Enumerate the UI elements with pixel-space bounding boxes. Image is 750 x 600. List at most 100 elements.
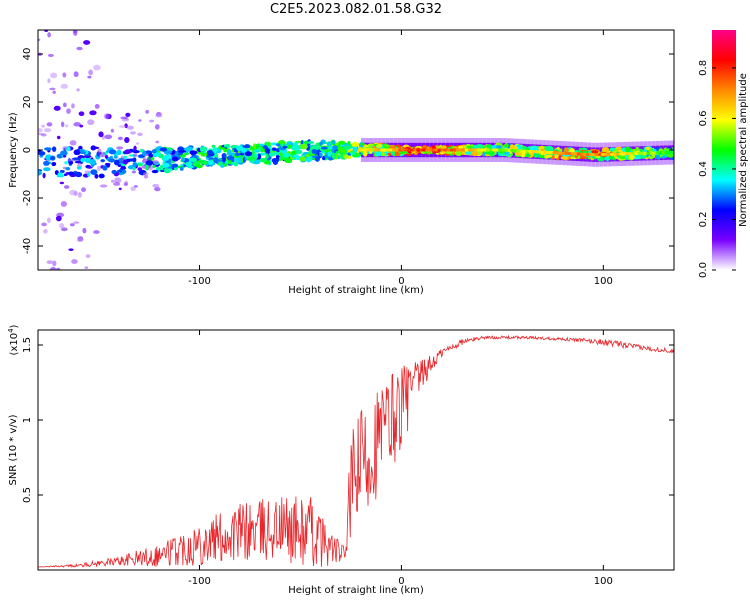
heatmap-point <box>147 165 154 171</box>
heatmap-point <box>660 155 667 159</box>
heatmap-point <box>87 172 91 177</box>
heatmap-point <box>212 147 218 153</box>
heatmap-point <box>631 148 639 152</box>
heatmap-point <box>113 159 120 166</box>
heatmap-point <box>464 151 473 155</box>
heatmap-point <box>171 156 179 162</box>
heatmap-point <box>60 201 68 207</box>
heatmap-point <box>207 160 214 165</box>
heatmap-point <box>466 145 472 149</box>
heatmap-point <box>290 150 297 155</box>
heatmap-point <box>252 143 257 150</box>
heatmap-point <box>59 181 65 185</box>
heatmap-point <box>137 132 143 137</box>
heatmap-point <box>123 182 129 186</box>
heatmap-point <box>126 125 134 130</box>
heatmap-point <box>149 119 155 123</box>
heatmap-point <box>100 151 106 158</box>
heatmap-point <box>570 156 575 159</box>
heatmap-point <box>162 162 170 168</box>
heatmap-point <box>458 145 464 149</box>
heatmap-point <box>222 153 227 157</box>
heatmap-point <box>383 144 390 147</box>
heatmap-point <box>132 166 136 171</box>
heatmap-point <box>116 169 124 173</box>
heatmap-point <box>40 133 47 137</box>
heatmap-point <box>489 151 495 157</box>
heatmap-point <box>125 112 131 117</box>
heatmap-points <box>38 30 674 270</box>
heatmap-point <box>38 128 43 133</box>
heatmap-point <box>98 173 105 179</box>
heatmap-point <box>624 146 631 153</box>
heatmap-point <box>97 148 102 154</box>
heatmap-point <box>76 88 80 92</box>
heatmap-point <box>259 143 265 147</box>
heatmap-point <box>38 151 46 156</box>
heatmap-point <box>145 160 154 166</box>
heatmap-point <box>206 149 214 154</box>
heatmap-point <box>77 191 82 198</box>
snr-scale-exponent: 4 <box>7 328 15 333</box>
heatmap-point <box>305 153 309 158</box>
heatmap-point <box>154 187 161 192</box>
heatmap-point <box>60 83 69 89</box>
x-tick-label: 0 <box>398 276 404 287</box>
heatmap-point <box>84 266 89 269</box>
heatmap-point <box>343 154 349 159</box>
heatmap-point <box>142 172 149 176</box>
heatmap-point <box>471 151 479 157</box>
heatmap-point <box>61 227 68 232</box>
heatmap-point <box>138 119 142 122</box>
heatmap-point <box>319 141 323 146</box>
spectrogram-y-axis-label: Frequency (Hz) <box>8 112 19 188</box>
heatmap-point <box>654 155 661 160</box>
snr-scale-close: ) <box>9 324 20 328</box>
heatmap-point <box>349 152 356 155</box>
heatmap-point <box>110 128 114 133</box>
heatmap-point <box>89 158 97 165</box>
heatmap-point <box>50 72 58 79</box>
heatmap-point <box>47 53 54 58</box>
heatmap-point <box>71 259 78 264</box>
heatmap-point <box>116 149 122 156</box>
heatmap-point <box>178 149 187 153</box>
heatmap-point <box>591 150 599 154</box>
heatmap-point <box>80 150 87 155</box>
heatmap-point <box>171 163 179 168</box>
heatmap-point <box>64 161 68 165</box>
heatmap-point <box>199 146 208 153</box>
heatmap-point <box>73 149 81 156</box>
colorbar-gradient <box>712 30 736 270</box>
heatmap-point <box>39 154 43 158</box>
heatmap-point <box>494 145 502 150</box>
heatmap-point <box>267 141 271 147</box>
heatmap-point <box>175 151 179 157</box>
heatmap-point <box>132 161 138 168</box>
heatmap-point <box>52 90 56 94</box>
heatmap-point <box>633 156 641 160</box>
heatmap-point <box>609 147 615 152</box>
heatmap-point <box>100 159 105 163</box>
heatmap-point <box>73 221 80 224</box>
heatmap-point <box>46 122 53 127</box>
heatmap-point <box>94 104 100 109</box>
heatmap-point <box>237 157 243 162</box>
y-tick-label: 20 <box>22 96 33 109</box>
heatmap-point <box>137 163 143 167</box>
heatmap-point <box>295 149 303 155</box>
heatmap-point <box>265 153 269 160</box>
heatmap-point <box>93 230 100 234</box>
heatmap-point <box>223 163 228 167</box>
heatmap-point <box>514 151 522 156</box>
spectrogram-ticks: -100 0 100 -40 -20 0 20 40 <box>22 30 674 287</box>
heatmap-point <box>227 149 232 156</box>
heatmap-point <box>85 254 91 258</box>
heatmap-point <box>83 40 91 45</box>
heatmap-point <box>81 187 87 193</box>
heatmap-point <box>347 140 351 145</box>
heatmap-point <box>159 147 168 152</box>
chart-title: C2E5.2023.082.01.58.G32 <box>269 2 443 17</box>
heatmap-point <box>152 165 156 169</box>
